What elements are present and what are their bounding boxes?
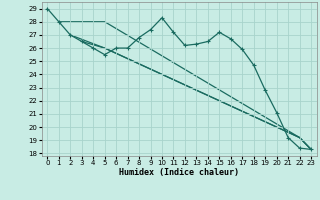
X-axis label: Humidex (Indice chaleur): Humidex (Indice chaleur): [119, 168, 239, 177]
